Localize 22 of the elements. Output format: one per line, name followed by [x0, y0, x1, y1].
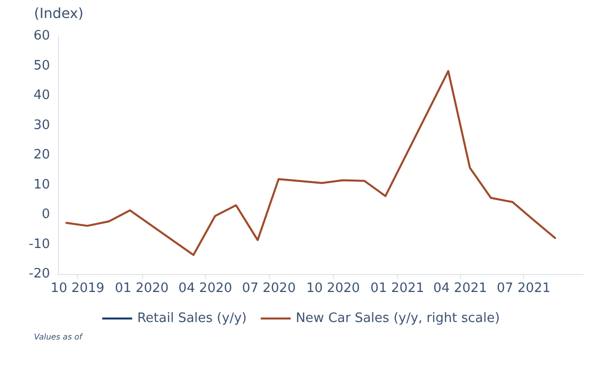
x-tick-label: 04 2021	[433, 281, 488, 296]
x-tick-label: 04 2020	[178, 281, 232, 296]
y-tick-label: 30	[33, 118, 50, 133]
y-tick-label: 60	[33, 28, 50, 44]
y-tick-label: 40	[33, 88, 50, 103]
y-tick-label: -10	[28, 236, 50, 252]
x-tick-label: 07 2021	[496, 281, 551, 296]
x-tick-label: 07 2020	[242, 281, 296, 296]
legend-label: Retail Sales (y/y)	[137, 311, 247, 326]
x-tick-label: 01 2020	[114, 281, 169, 296]
y-tick-label: 10	[33, 177, 50, 192]
y-tick-label: 0	[42, 207, 50, 222]
x-tick-label: 10 2020	[306, 281, 360, 296]
x-tick-label: 01 2021	[370, 281, 424, 296]
y-tick-label: 20	[33, 148, 50, 162]
y-tick-label: -20	[28, 266, 50, 282]
x-tick-label: 10 2019	[50, 281, 104, 296]
line-series	[65, 70, 556, 256]
text: Values as of	[34, 332, 84, 342]
y-tick-label: 50	[33, 58, 50, 74]
y-axis-title: (Index)	[34, 6, 84, 22]
legend-label: New Car Sales (y/y, right scale)	[296, 311, 500, 326]
